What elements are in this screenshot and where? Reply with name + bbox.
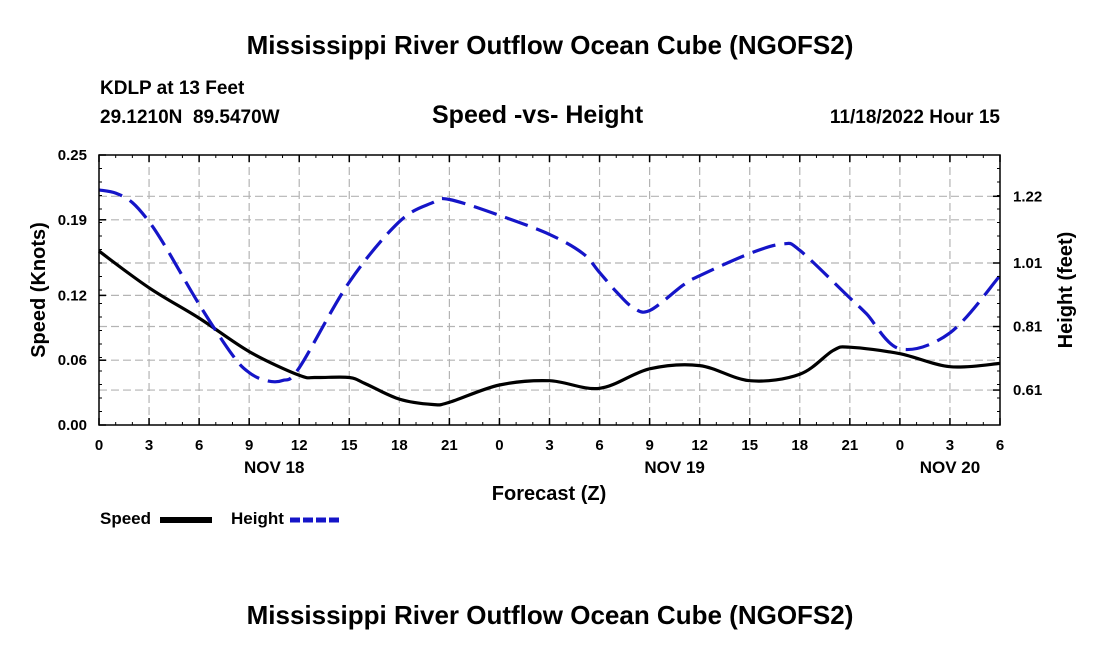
x-tick-label: 3 <box>145 437 153 454</box>
coordinates-label: 29.1210N 89.5470W <box>100 107 280 128</box>
x-tick-label: 21 <box>841 437 858 454</box>
x-tick-label: 3 <box>946 437 954 454</box>
series-line-speed <box>98 249 1001 407</box>
x-tick-label: 15 <box>741 437 758 454</box>
forecast-datetime: 11/18/2022 Hour 15 <box>829 107 1000 128</box>
legend-label-height: Height <box>231 509 284 528</box>
y-tick-label: 0.12 <box>58 287 87 304</box>
legend-swatch-height <box>290 517 342 523</box>
x-tick-label: 6 <box>195 437 203 454</box>
x-tick-label: 12 <box>691 437 708 454</box>
x-tick-label: 18 <box>791 437 808 454</box>
chart-title: Mississippi River Outflow Ocean Cube (NG… <box>246 30 854 60</box>
y-tick-label: 0.25 <box>58 147 87 164</box>
x-tick-label: 15 <box>341 437 358 454</box>
y-tick-label: 0.06 <box>58 352 87 369</box>
series-line-height <box>98 188 1002 384</box>
y2-tick-label: 1.22 <box>1013 188 1042 205</box>
x-axis-label: Forecast (Z) <box>492 483 606 505</box>
x-tick-label: 0 <box>495 437 503 454</box>
x-tick-label: 0 <box>95 437 103 454</box>
station-label: KDLP at 13 Feet <box>100 78 245 99</box>
x-tick-label: 9 <box>645 437 653 454</box>
x-tick-label: 6 <box>595 437 603 454</box>
x-day-label: NOV 20 <box>920 458 980 477</box>
x-day-label: NOV 18 <box>244 458 304 477</box>
y-axis-label: Speed (Knots) <box>28 222 50 358</box>
y-tick-label: 0.00 <box>58 417 87 434</box>
axes: 0 3 6 9 12 15 18 21 0 3 6 9 12 15 18 21 0 3 6 NOV 18 NOV 19 N… <box>58 147 1042 477</box>
grid <box>99 155 1000 425</box>
x-tick-label: 0 <box>896 437 904 454</box>
y2-tick-label: 1.01 <box>1013 255 1042 272</box>
legend-label-speed: Speed <box>100 509 152 528</box>
legend-swatch-speed <box>160 517 212 523</box>
x-day-label: NOV 19 <box>644 458 704 477</box>
y-tick-label: 0.19 <box>58 212 87 229</box>
x-tick-label: 9 <box>245 437 253 454</box>
x-tick-label: 21 <box>441 437 458 454</box>
y2-tick-label: 0.81 <box>1013 319 1042 336</box>
y2-tick-label: 0.61 <box>1013 382 1042 399</box>
x-tick-label: 6 <box>996 437 1004 454</box>
x-tick-label: 12 <box>291 437 308 454</box>
y2-axis-label: Height (feet) <box>1055 232 1077 349</box>
x-tick-label: 18 <box>391 437 408 454</box>
footer-title: Mississippi River Outflow Ocean Cube (NG… <box>246 600 854 630</box>
x-tick-label: 3 <box>545 437 553 454</box>
chart-subtitle: Speed -vs- Height <box>432 101 644 129</box>
series-layer <box>98 188 1002 407</box>
